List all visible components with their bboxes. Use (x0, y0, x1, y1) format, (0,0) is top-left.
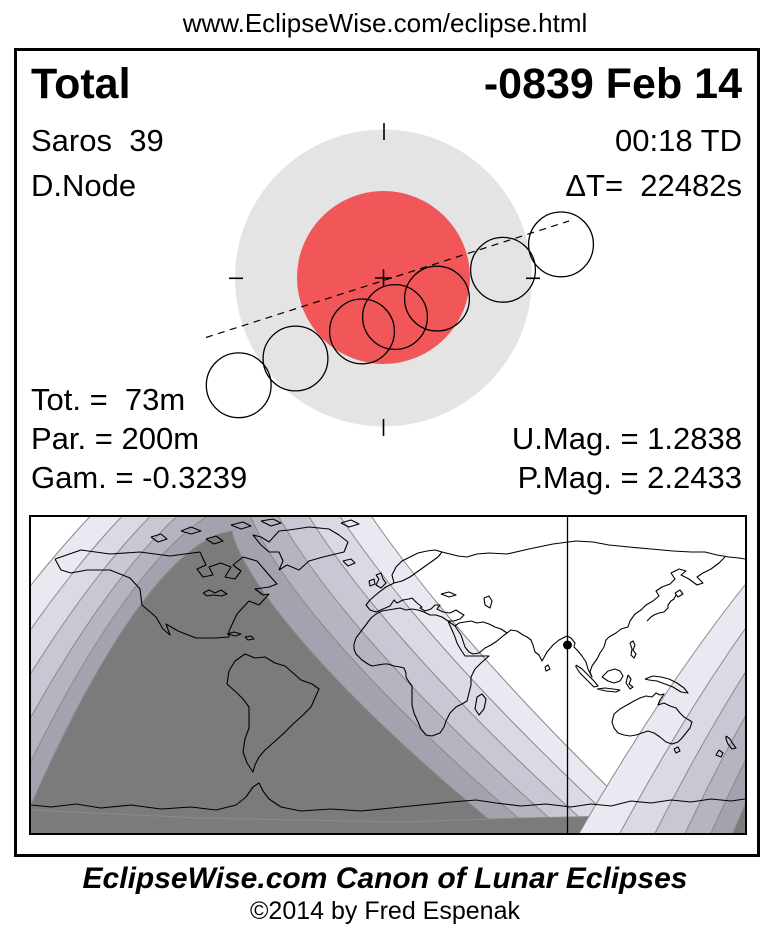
coastline (715, 749, 724, 758)
coastline (353, 607, 490, 737)
visibility-band-group (578, 584, 745, 833)
visibility-band-south (31, 799, 32, 833)
coastline (226, 631, 242, 637)
visibility-bands (31, 517, 745, 833)
coastline (625, 674, 634, 690)
saros-label: Saros 39 (31, 123, 164, 158)
coastline (368, 578, 376, 587)
coastline (205, 535, 224, 545)
visibility-map (29, 515, 747, 835)
moon-contact-circle (527, 211, 595, 278)
coastline (244, 635, 255, 641)
visibility-band (732, 803, 745, 833)
page-url-text: www.EclipseWise.com/eclipse.html (182, 8, 588, 38)
moon-contact-circle (361, 283, 429, 351)
coastline (226, 653, 320, 773)
node-label: D.Node (31, 168, 137, 203)
coastline (544, 664, 551, 672)
totality-duration-label: Tot. = 73m (31, 382, 186, 417)
coastline (575, 664, 599, 688)
shadow-center-cross (375, 269, 392, 287)
eclipse-geometry-diagram (205, 123, 595, 436)
coastline (673, 746, 681, 754)
umbral-magnitude-label: U.Mag. = 1.2838 (511, 421, 742, 456)
coastline (474, 693, 487, 716)
coastline (725, 735, 737, 750)
moon-contact-circle (205, 352, 272, 419)
coastline (340, 519, 360, 528)
visibility-band (710, 759, 745, 833)
footer-title: EclipseWise.com Canon of Lunar Eclipses (82, 862, 688, 895)
moon-contact-circle (403, 265, 471, 332)
coastlines (31, 518, 745, 812)
zenith-point-dot (563, 640, 572, 650)
shadow-axis-ticks (229, 123, 540, 436)
coastline (54, 549, 278, 639)
visibility-band-south (744, 809, 745, 833)
coastline (646, 594, 677, 622)
coastline (441, 540, 745, 560)
eclipse-date-label: -0839 Feb 14 (483, 60, 742, 108)
coastline (369, 582, 395, 601)
ecliptic-dashed-line (205, 220, 570, 339)
eclipse-type-label: Total (31, 60, 131, 108)
moon-contact-circles (205, 211, 595, 419)
coastline (365, 597, 465, 627)
delta-t-label: ΔT= 22482s (565, 168, 742, 203)
eclipse-panel: Total -0839 Feb 14 Saros 39 00:18 TD D.N… (14, 48, 760, 857)
coastline (506, 556, 726, 678)
coastline (342, 558, 356, 567)
coastline (252, 526, 349, 571)
coastline (31, 782, 745, 812)
coastline (644, 675, 689, 694)
moon-contact-circle (262, 325, 329, 392)
moon-contact-circle (469, 236, 537, 303)
coastline (601, 668, 624, 684)
visibility-band-group (31, 517, 745, 833)
partial-duration-label: Par. = 200m (31, 421, 200, 456)
coastline (674, 589, 684, 598)
coastline (440, 591, 457, 598)
coastline (391, 549, 443, 584)
coastline (483, 595, 493, 609)
visibility-band (31, 530, 507, 833)
coastline (150, 533, 168, 543)
coastline (230, 521, 252, 530)
coastline (629, 640, 637, 659)
coastline (454, 620, 508, 655)
coastline (596, 687, 621, 693)
coastline (375, 572, 387, 589)
coastline (202, 589, 228, 597)
coastline (180, 526, 202, 535)
time-label: 00:18 TD (615, 123, 742, 158)
coastline (611, 692, 693, 745)
moon-contact-circle (328, 298, 396, 365)
gamma-label: Gam. = -0.3239 (31, 460, 248, 495)
penumbral-magnitude-label: P.Mag. = 2.2433 (517, 460, 742, 495)
footer-copyright: ©2014 by Fred Espenak (250, 897, 520, 925)
coastline (260, 518, 282, 527)
